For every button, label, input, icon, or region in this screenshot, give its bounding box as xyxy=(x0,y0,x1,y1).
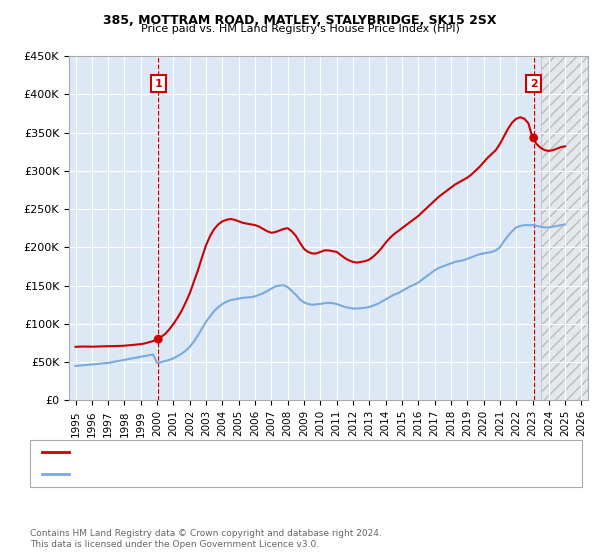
Text: 62% ↑ HPI: 62% ↑ HPI xyxy=(390,451,449,461)
Text: 1: 1 xyxy=(41,451,49,461)
Point xyxy=(529,133,538,142)
Text: £343,000: £343,000 xyxy=(258,472,311,482)
Text: £80,050: £80,050 xyxy=(258,451,304,461)
Bar xyxy=(541,56,588,400)
Text: 49% ↑ HPI: 49% ↑ HPI xyxy=(390,472,449,482)
Text: 20-JAN-2023: 20-JAN-2023 xyxy=(90,472,160,482)
Text: 385, MOTTRAM ROAD, MATLEY, STALYBRIDGE, SK15 2SX (semi-detached house): 385, MOTTRAM ROAD, MATLEY, STALYBRIDGE, … xyxy=(75,447,491,457)
Text: 385, MOTTRAM ROAD, MATLEY, STALYBRIDGE, SK15 2SX: 385, MOTTRAM ROAD, MATLEY, STALYBRIDGE, … xyxy=(103,14,497,27)
Text: 1: 1 xyxy=(154,78,162,88)
Text: 2: 2 xyxy=(530,78,538,88)
Bar xyxy=(541,56,588,400)
Point xyxy=(154,335,163,344)
Text: Contains HM Land Registry data © Crown copyright and database right 2024.
This d: Contains HM Land Registry data © Crown c… xyxy=(30,529,382,549)
Text: 28-JAN-2000: 28-JAN-2000 xyxy=(90,451,160,461)
Text: HPI: Average price, semi-detached house, Tameside: HPI: Average price, semi-detached house,… xyxy=(75,469,346,479)
Text: Price paid vs. HM Land Registry's House Price Index (HPI): Price paid vs. HM Land Registry's House … xyxy=(140,24,460,34)
Text: 2: 2 xyxy=(41,472,49,482)
